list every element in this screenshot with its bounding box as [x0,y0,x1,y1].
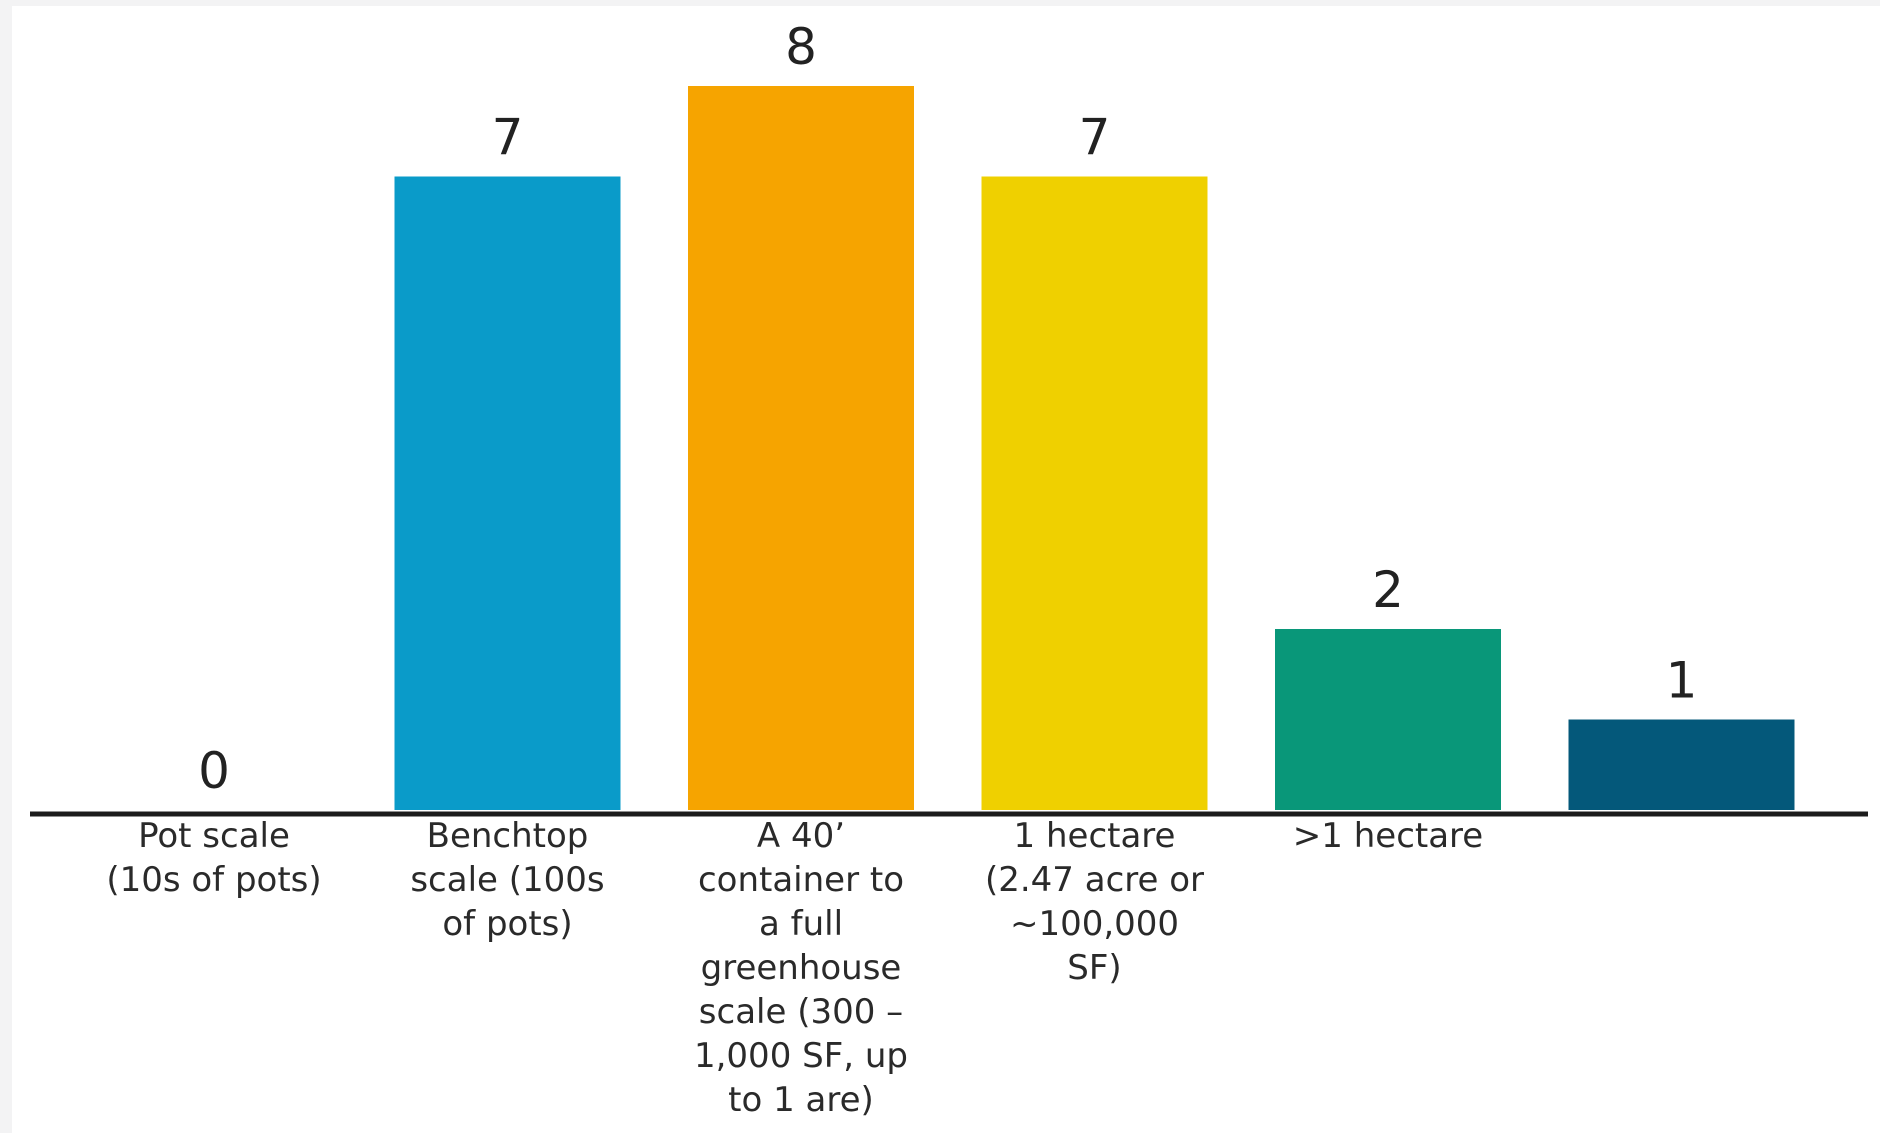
bars-group [394,86,1795,810]
bar-2 [688,86,914,810]
category-label-3-line-2: ~100,000 [1010,904,1179,944]
category-label-1-line-0: Benchtop [427,816,589,856]
category-label-4-line-0: >1 hectare [1293,816,1483,856]
category-label-3-line-3: SF) [1067,948,1121,988]
bar-5 [1568,719,1795,810]
category-label-0-line-1: (10s of pots) [106,860,321,900]
bar-1 [394,176,621,810]
value-label-0: 0 [198,742,230,800]
value-label-1: 7 [492,109,524,167]
bar-3 [981,176,1208,810]
category-label-2-line-4: scale (300 – [699,992,903,1032]
value-labels-group: 0 7 8 7 2 1 [198,18,1697,800]
category-label-3-line-1: (2.47 acre or [985,860,1204,900]
category-label-2-line-1: container to [698,860,904,900]
value-label-3: 7 [1079,109,1111,167]
value-label-2: 8 [785,18,817,76]
chart-panel [12,6,1880,1133]
category-label-2-line-6: to 1 are) [728,1080,874,1120]
bar-4 [1275,629,1501,810]
category-label-2-line-0: A 40’ [757,816,845,856]
category-label-1-line-1: scale (100s [410,860,604,900]
value-label-4: 2 [1372,561,1404,619]
category-label-2-line-2: a full [759,904,843,944]
category-label-2-line-3: greenhouse [701,948,902,988]
category-label-2-line-5: 1,000 SF, up [694,1036,908,1076]
value-label-5: 1 [1666,652,1698,710]
category-label-1-line-2: of pots) [442,904,572,944]
category-label-0-line-0: Pot scale [138,816,290,856]
category-label-3-line-0: 1 hectare [1014,816,1176,856]
